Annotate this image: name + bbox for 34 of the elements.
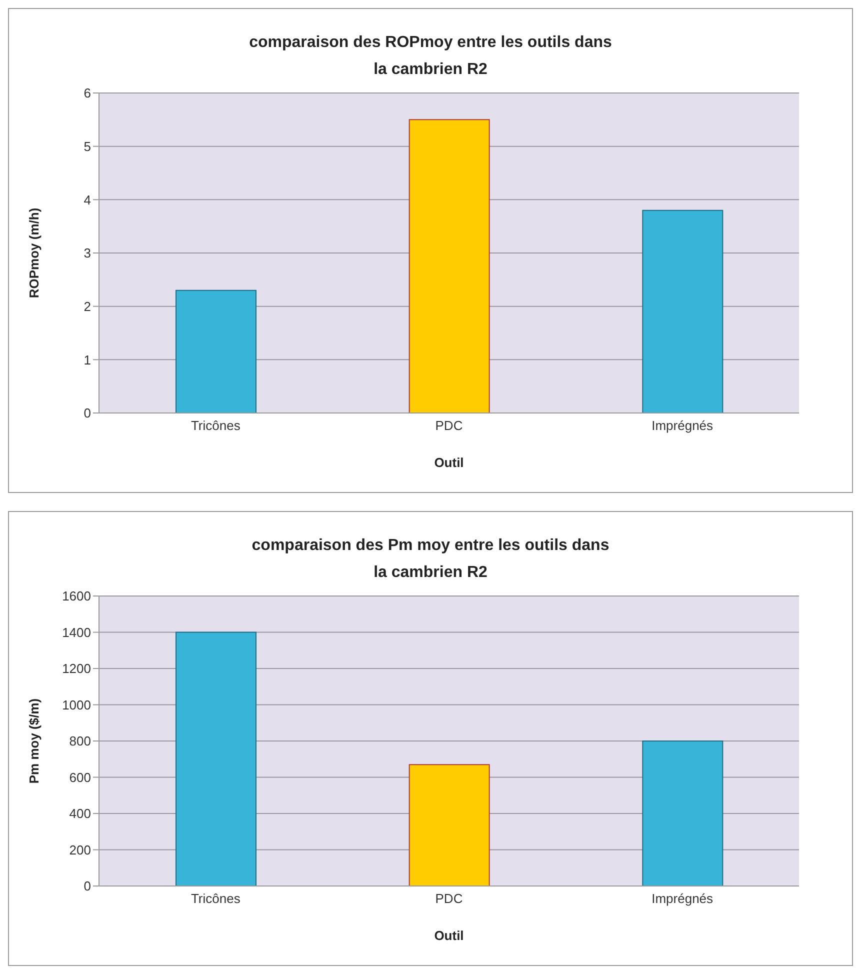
x-tick-label: Imprégnés: [652, 891, 714, 906]
y-tick-label: 0: [84, 406, 91, 421]
x-tick-label: PDC: [435, 891, 463, 906]
y-tick-label: 0: [84, 878, 91, 894]
y-tick-label: 1400: [62, 624, 91, 640]
y-tick-label: 6: [84, 86, 91, 101]
y-axis-title: Pm moy ($/m): [26, 698, 42, 784]
x-axis-title: Outil: [434, 455, 464, 470]
y-tick-label: 4: [84, 192, 91, 208]
x-axis-title: Outil: [434, 928, 464, 943]
bar: [176, 290, 256, 413]
y-tick-label: 5: [84, 138, 91, 154]
bar: [642, 210, 724, 413]
x-tick-label: Imprégnés: [652, 418, 714, 434]
x-tick-label: Tricônes: [190, 891, 241, 906]
y-tick-label: 200: [69, 842, 91, 858]
y-tick-label: 2: [84, 298, 91, 314]
y-tick-label: 800: [69, 734, 91, 749]
bar: [408, 119, 490, 413]
bar: [176, 632, 256, 886]
bar: [408, 764, 490, 886]
y-tick-label: 1200: [62, 661, 91, 676]
bar: [642, 740, 724, 886]
y-tick-label: 1000: [62, 697, 91, 712]
y-tick-label: 400: [69, 806, 91, 822]
x-tick-label: PDC: [435, 418, 463, 434]
chart-title: comparaison des ROPmoy entre les outils dans la cambrien R2: [248, 33, 613, 80]
y-tick-label: 1: [84, 352, 91, 368]
y-axis-title: ROPmoy (m/h): [26, 208, 42, 298]
y-tick-label: 3: [84, 246, 91, 261]
x-tick-label: Tricônes: [190, 418, 241, 434]
chart-title: comparaison des Pm moy entre les outils dans la cambrien R2: [250, 536, 610, 583]
y-tick-label: 1600: [62, 588, 91, 604]
y-tick-label: 600: [69, 770, 91, 785]
